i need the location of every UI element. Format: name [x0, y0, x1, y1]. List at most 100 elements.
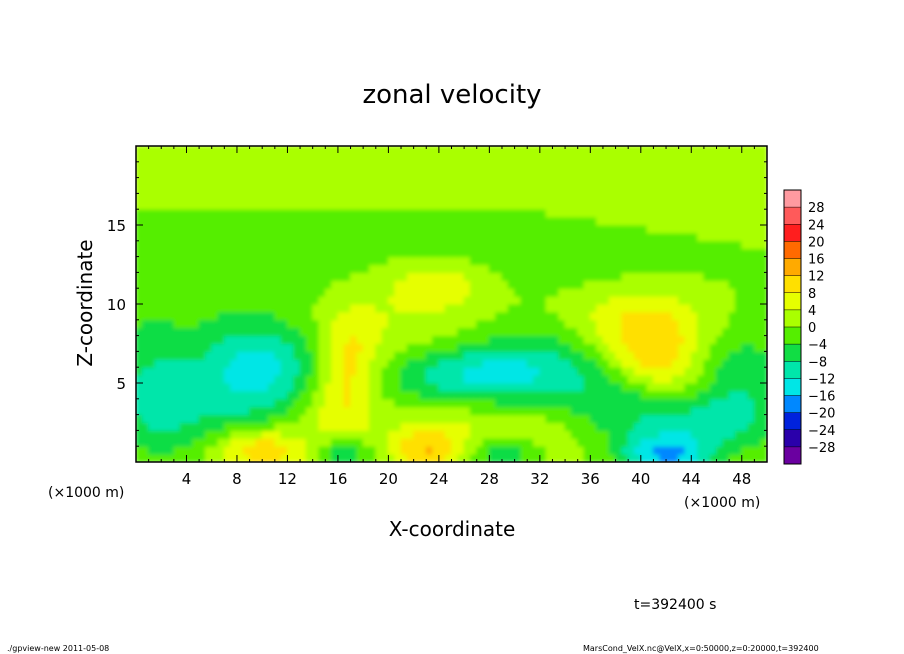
- heatmap-cell: [185, 240, 194, 250]
- heatmap-cell: [665, 240, 673, 250]
- heatmap-cell: [451, 335, 459, 344]
- heatmap-cell: [400, 264, 408, 273]
- heatmap-cell: [261, 311, 270, 321]
- heatmap-cell: [261, 295, 270, 305]
- heatmap-cell: [381, 303, 389, 313]
- heatmap-cell: [312, 192, 320, 202]
- heatmap-cell: [514, 295, 522, 305]
- heatmap-cell: [394, 445, 402, 455]
- heatmap-cell: [671, 374, 680, 384]
- heatmap-cell: [671, 240, 680, 250]
- heatmap-cell: [368, 374, 377, 384]
- heatmap-cell: [280, 232, 288, 242]
- heatmap-cell: [709, 295, 718, 305]
- heatmap-cell: [438, 185, 446, 194]
- heatmap-cell: [419, 358, 427, 368]
- heatmap-cell: [476, 185, 484, 194]
- heatmap-cell: [192, 169, 200, 179]
- heatmap-cell: [551, 216, 560, 226]
- heatmap-cell: [476, 445, 484, 455]
- heatmap-cell: [136, 311, 143, 321]
- heatmap-cell: [286, 240, 295, 250]
- heatmap-cell: [274, 398, 282, 408]
- heatmap-cell: [451, 232, 459, 242]
- heatmap-cell: [293, 177, 301, 186]
- heatmap-cell: [570, 311, 579, 321]
- heatmap-cell: [293, 153, 301, 163]
- heatmap-cell: [356, 153, 364, 163]
- heatmap-cell: [602, 256, 610, 265]
- heatmap-cell: [747, 200, 755, 210]
- heatmap-cell: [242, 208, 251, 218]
- heatmap-cell: [728, 437, 736, 447]
- heatmap-cell: [615, 161, 623, 171]
- heatmap-cell: [368, 350, 377, 360]
- heatmap-cell: [482, 264, 490, 273]
- heatmap-cell: [684, 374, 692, 384]
- heatmap-cell: [671, 169, 680, 179]
- heatmap-cell: [148, 366, 156, 376]
- heatmap-cell: [697, 366, 705, 376]
- heatmap-cell: [400, 414, 408, 423]
- heatmap-cell: [728, 303, 736, 313]
- heatmap-cell: [268, 445, 276, 455]
- heatmap-cell: [343, 169, 352, 179]
- heatmap-cell: [236, 146, 244, 155]
- heatmap-cell: [167, 248, 175, 258]
- heatmap-cell: [615, 232, 623, 242]
- heatmap-cell: [545, 146, 553, 155]
- heatmap-cell: [615, 153, 623, 163]
- heatmap-cell: [646, 200, 654, 210]
- heatmap-cell: [678, 445, 686, 455]
- heatmap-cell: [299, 319, 307, 329]
- colorbar-label: 8: [808, 287, 816, 302]
- heatmap-cell: [697, 169, 705, 179]
- heatmap-cell: [596, 295, 604, 305]
- heatmap-cell: [734, 311, 743, 321]
- heatmap-cell: [539, 406, 547, 416]
- heatmap-cell: [242, 185, 251, 194]
- heatmap-cell: [533, 240, 541, 250]
- heatmap-cell: [255, 271, 263, 281]
- heatmap-cell: [734, 224, 743, 234]
- heatmap-cell: [198, 390, 206, 400]
- heatmap-cell: [261, 200, 270, 210]
- heatmap-cell: [539, 200, 547, 210]
- heatmap-cell: [400, 295, 408, 305]
- heatmap-cell: [482, 374, 490, 384]
- heatmap-cell: [488, 437, 497, 447]
- heatmap-cell: [136, 303, 143, 313]
- heatmap-cell: [627, 200, 635, 210]
- heatmap-cell: [242, 445, 251, 455]
- heatmap-cell: [615, 240, 623, 250]
- heatmap-cell: [589, 390, 598, 400]
- heatmap-cell: [533, 366, 541, 376]
- heatmap-cell: [633, 232, 642, 242]
- heatmap-cell: [577, 146, 585, 155]
- heatmap-cell: [299, 429, 307, 439]
- heatmap-cell: [659, 185, 667, 194]
- heatmap-cell: [684, 437, 692, 447]
- heatmap-cell: [324, 224, 333, 234]
- heatmap-cell: [438, 358, 446, 368]
- heatmap-cell: [615, 256, 623, 265]
- heatmap-cell: [602, 248, 610, 258]
- heatmap-cell: [406, 208, 415, 218]
- heatmap-cell: [394, 200, 402, 210]
- heatmap-cell: [167, 146, 175, 155]
- heatmap-cell: [709, 335, 718, 344]
- heatmap-cell: [520, 295, 528, 305]
- heatmap-cell: [678, 224, 686, 234]
- heatmap-cell: [425, 382, 434, 392]
- heatmap-cell: [217, 264, 225, 273]
- heatmap-cell: [160, 240, 169, 250]
- heatmap-cell: [526, 374, 535, 384]
- heatmap-cell: [659, 169, 667, 179]
- heatmap-cell: [299, 216, 307, 226]
- heatmap-cell: [621, 169, 629, 179]
- heatmap-cell: [463, 153, 471, 163]
- heatmap-cell: [690, 192, 699, 202]
- heatmap-cell: [570, 264, 579, 273]
- heatmap-cell: [722, 224, 730, 234]
- heatmap-cell: [394, 295, 402, 305]
